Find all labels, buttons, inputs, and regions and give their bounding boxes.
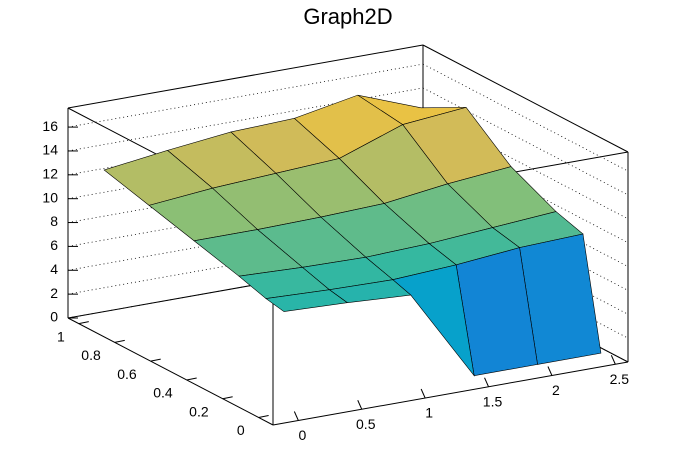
grid-line	[422, 183, 629, 291]
tick-mark	[484, 377, 489, 387]
y-tick-label: 0	[237, 422, 245, 438]
z-tick-label: 12	[42, 166, 58, 182]
y-tick-label: 0.8	[81, 347, 101, 363]
y-tick-label: 1	[57, 328, 65, 344]
tick-mark	[610, 355, 616, 365]
x-tick-label: 2.5	[610, 371, 630, 387]
grid-line	[422, 87, 629, 196]
z-tick-label: 4	[50, 261, 58, 277]
z-tick-label: 10	[42, 189, 58, 205]
tick-mark	[150, 358, 161, 362]
grid-line	[422, 135, 629, 244]
z-tick-label: 6	[50, 237, 58, 253]
tick-mark	[258, 415, 269, 418]
tick-mark	[357, 400, 363, 410]
y-tick-label: 0.4	[153, 385, 173, 401]
grid-line	[422, 159, 629, 267]
x-tick-label: 1	[425, 405, 433, 421]
z-tick-label: 16	[42, 118, 58, 134]
grid-line	[67, 63, 424, 128]
axis-line	[67, 317, 274, 426]
tick-mark	[420, 388, 426, 399]
x-tick-label: 0	[298, 427, 306, 443]
tick-mark	[114, 339, 125, 343]
tick-mark	[78, 321, 89, 325]
tick-mark	[547, 366, 553, 376]
y-tick-label: 0.2	[189, 403, 209, 419]
z-tick-label: 2	[50, 285, 58, 301]
z-tick-label: 14	[42, 142, 58, 158]
box-edge	[422, 44, 629, 153]
z-tick-label: 0	[50, 309, 58, 325]
chart-title: Graph2D	[303, 4, 392, 29]
surface-cell	[265, 289, 349, 312]
z-tick-label: 8	[50, 213, 58, 229]
tick-mark	[293, 411, 299, 421]
tick-mark	[222, 396, 233, 400]
tick-mark	[186, 377, 197, 381]
x-tick-label: 2	[552, 382, 560, 398]
x-tick-label: 0.5	[356, 416, 376, 432]
axis-line	[272, 361, 629, 426]
grid-line	[422, 111, 629, 220]
grid-line	[422, 206, 629, 315]
box-edge	[67, 44, 424, 109]
grid-line	[422, 63, 629, 172]
y-tick-label: 0.6	[117, 366, 137, 382]
x-tick-label: 1.5	[483, 393, 503, 409]
